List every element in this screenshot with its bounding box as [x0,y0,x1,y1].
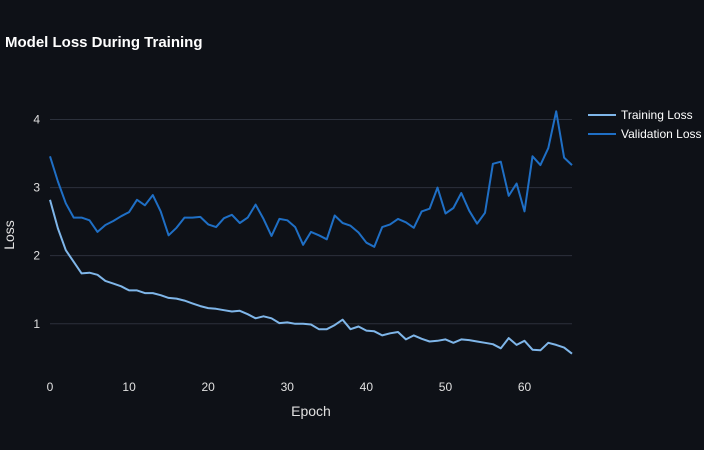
x-tick-label: 50 [439,380,453,394]
y-tick-label: 2 [33,249,40,263]
y-axis-title: Loss [1,220,17,250]
x-tick-label: 40 [360,380,374,394]
x-tick-label: 20 [202,380,216,394]
chart-title: Model Loss During Training [5,34,203,51]
validation-loss-line [49,110,573,248]
x-axis-ticks: 0 10 20 30 40 50 60 [47,380,532,394]
legend-item[interactable]: Validation Loss [588,127,702,141]
x-axis-title: Epoch [291,403,331,419]
x-tick-label: 0 [47,380,54,394]
y-axis-ticks: 1 2 3 4 [33,112,40,330]
legend-label: Validation Loss [621,127,702,141]
x-tick-label: 10 [122,380,136,394]
x-tick-label: 60 [518,380,532,394]
series-lines [49,110,573,355]
legend[interactable]: Training Loss Validation Loss [588,108,702,141]
legend-label: Training Loss [621,108,693,122]
y-tick-label: 3 [33,181,40,195]
grid-lines [50,118,572,325]
y-tick-label: 1 [33,317,40,331]
x-tick-label: 30 [281,380,295,394]
y-tick-label: 4 [33,112,40,126]
training-loss-line [49,199,573,355]
legend-item[interactable]: Training Loss [588,108,693,122]
